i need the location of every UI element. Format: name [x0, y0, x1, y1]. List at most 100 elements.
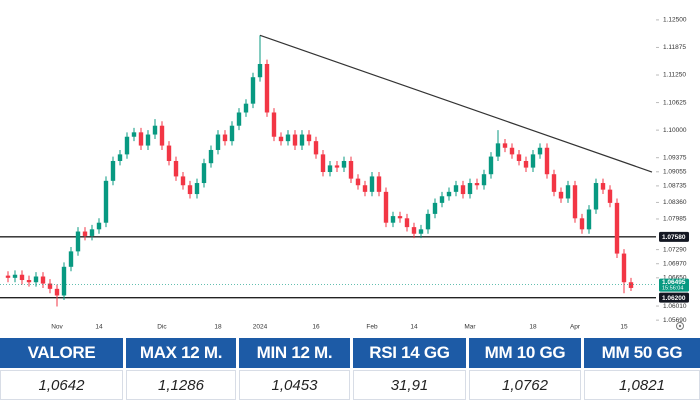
last-price-time: 15:56:04 — [662, 286, 683, 292]
table-header: VALORE — [0, 338, 123, 368]
price-line-box — [659, 292, 689, 303]
candle-body — [537, 147, 543, 155]
candle-body — [173, 160, 179, 177]
candle-body — [607, 189, 613, 203]
candle-body — [320, 154, 326, 173]
chart: 1.12500 1.11875 1.11250 1.10625 1.10000 1.093… — [0, 16, 689, 331]
x-tick-label: 15 — [620, 324, 628, 331]
candle-body — [271, 112, 277, 137]
candle-body — [341, 160, 347, 168]
x-tick-label: Nov — [51, 324, 63, 331]
candle-body — [516, 154, 522, 161]
candle-body — [229, 125, 235, 142]
x-tick-label: Feb — [366, 324, 378, 331]
candle-body — [390, 216, 396, 223]
candle-body — [47, 283, 53, 289]
y-tick-label: 1.10625 — [663, 99, 687, 106]
x-tick-label: 2024 — [253, 324, 268, 331]
price-line-box — [659, 231, 689, 242]
x-tick-label: Mar — [464, 324, 476, 331]
candle-body — [334, 165, 340, 168]
table-header: MIN 12 M. — [239, 338, 350, 368]
candle-body — [250, 77, 256, 104]
candle-body — [362, 185, 368, 192]
y-tick-label: 1.09375 — [663, 154, 687, 161]
candle-body — [222, 134, 228, 142]
candle-body — [201, 163, 207, 184]
y-tick-label: 1.09055 — [663, 169, 687, 176]
candle-body — [488, 156, 494, 175]
candle-body — [145, 134, 151, 146]
table-cell: 1,0453 — [239, 370, 350, 400]
candle-body — [5, 275, 11, 278]
last-price-label: 1.06495 — [662, 279, 686, 286]
y-tick-label: 1.10000 — [663, 127, 687, 134]
y-tick-label: 1.05690 — [663, 317, 687, 324]
candle-body — [404, 218, 410, 228]
candle-body — [327, 165, 333, 173]
candle-body — [355, 178, 361, 186]
candle-body — [376, 176, 382, 192]
table-header: MM 10 GG — [469, 338, 581, 368]
candle-body — [40, 276, 46, 284]
candle-body — [495, 143, 501, 157]
candle-body — [82, 231, 88, 236]
candle-body — [264, 63, 270, 113]
table-cell: 1,0821 — [584, 370, 700, 400]
y-tick-label: 1.07290 — [663, 246, 687, 253]
candle-body — [446, 191, 452, 197]
table-cell: 1,0762 — [469, 370, 581, 400]
candle-body — [152, 125, 158, 135]
candle-body — [481, 174, 487, 186]
candle-body — [75, 231, 81, 252]
candle-body — [26, 280, 32, 283]
candle-body — [306, 134, 312, 142]
candle-body — [621, 253, 627, 283]
settings-icon[interactable] — [676, 322, 684, 330]
y-tick-label: 1.07985 — [663, 216, 687, 223]
candle-body — [572, 185, 578, 219]
candle-body — [117, 154, 123, 161]
table-header: MAX 12 M. — [126, 338, 236, 368]
candle-body — [278, 136, 284, 142]
candle-body — [439, 196, 445, 203]
candle-body — [369, 176, 375, 192]
candle-body — [236, 112, 242, 126]
y-tick-label: 1.12500 — [663, 17, 687, 24]
candle-body — [530, 154, 536, 168]
candle-body — [397, 216, 403, 219]
x-tick-label: 18 — [529, 324, 537, 331]
candle-body — [502, 143, 508, 148]
candle-body — [453, 185, 459, 192]
candle-body — [425, 213, 431, 230]
candle-body — [418, 229, 424, 234]
candle-body — [579, 218, 585, 230]
candle-body — [432, 202, 438, 214]
stats-table: VALORE MAX 12 M. MIN 12 M. RSI 14 GG MM 10 G… — [0, 336, 700, 400]
candle-body — [194, 183, 200, 195]
candle-body — [12, 274, 18, 278]
y-tick-label: 1.11250 — [663, 72, 686, 79]
candle-body — [600, 183, 606, 190]
table-cell: 31,91 — [353, 370, 466, 400]
candle-body — [124, 136, 130, 155]
y-tick-label: 1.08360 — [663, 199, 687, 206]
candle-body — [544, 147, 550, 175]
candle-body — [96, 222, 102, 230]
x-tick-label: 14 — [95, 324, 103, 331]
candle-body — [68, 251, 74, 267]
candle-body — [628, 282, 634, 288]
x-tick-label: Dic — [157, 324, 167, 331]
candle-body — [593, 183, 599, 210]
candle-body — [187, 185, 193, 195]
candle-body — [313, 141, 319, 155]
candle-body — [33, 276, 39, 283]
candle-body — [551, 174, 557, 192]
candle-body — [509, 147, 515, 155]
candle-body — [383, 191, 389, 223]
candle-body — [460, 185, 466, 195]
candle-body — [523, 160, 529, 168]
table-cell: 1,1286 — [126, 370, 236, 400]
x-tick-label: 18 — [214, 324, 222, 331]
